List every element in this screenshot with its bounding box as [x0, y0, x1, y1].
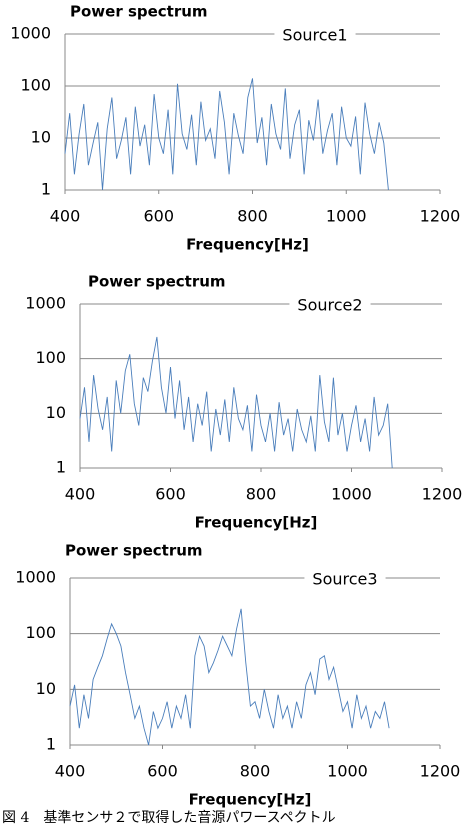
x-tick-label: 800	[237, 207, 268, 226]
x-tick-label: 600	[143, 207, 174, 226]
y-tick-label: 1	[46, 735, 56, 754]
x-tick-label: 800	[240, 762, 271, 781]
y-tick-label: 100	[25, 623, 56, 642]
x-axis-label: Frequency[Hz]	[186, 236, 309, 254]
x-axis-label: Frequency[Hz]	[195, 514, 318, 532]
x-tick-label: 400	[50, 207, 81, 226]
x-tick-label: 1000	[327, 762, 368, 781]
x-tick-label: 1000	[331, 485, 372, 504]
spectrum-line	[79, 336, 393, 469]
y-tick-label: 1	[41, 180, 51, 199]
series-label: Source2	[297, 296, 362, 315]
y-tick-label: 10	[36, 679, 56, 698]
series-label-bg	[274, 24, 356, 46]
x-tick-label: 1200	[420, 207, 461, 226]
y-tick-label: 10	[31, 128, 51, 147]
x-tick-label: 600	[155, 485, 186, 504]
series-label: Source1	[282, 26, 347, 45]
y-tick-label: 10	[46, 403, 66, 422]
y-tick-label: 1	[56, 458, 66, 477]
x-tick-label: 800	[246, 485, 277, 504]
x-tick-label: 400	[65, 485, 96, 504]
y-tick-label: 1000	[10, 24, 51, 43]
x-tick-label: 1000	[326, 207, 367, 226]
y-tick-label: 100	[20, 76, 51, 95]
series-label-bg	[289, 294, 371, 316]
y-tick-label: 1000	[25, 294, 66, 313]
x-tick-label: 600	[147, 762, 178, 781]
y-tick-label: 100	[35, 348, 66, 367]
caption: 図 4 基準センサ２で取得した音源パワースペクトル	[2, 809, 336, 826]
series-label-bg	[304, 568, 386, 590]
x-axis-label: Frequency[Hz]	[189, 791, 312, 809]
x-tick-label: 1200	[422, 485, 463, 504]
y-tick-label: 1000	[15, 568, 56, 587]
x-tick-label: 400	[55, 762, 86, 781]
spectrum-line	[69, 608, 390, 746]
chart-title: Power spectrum	[88, 273, 226, 291]
series-label: Source3	[312, 570, 377, 589]
chart-title: Power spectrum	[70, 3, 208, 21]
spectrum-line	[64, 78, 389, 191]
x-tick-label: 1200	[420, 762, 461, 781]
chart-title: Power spectrum	[65, 542, 203, 560]
